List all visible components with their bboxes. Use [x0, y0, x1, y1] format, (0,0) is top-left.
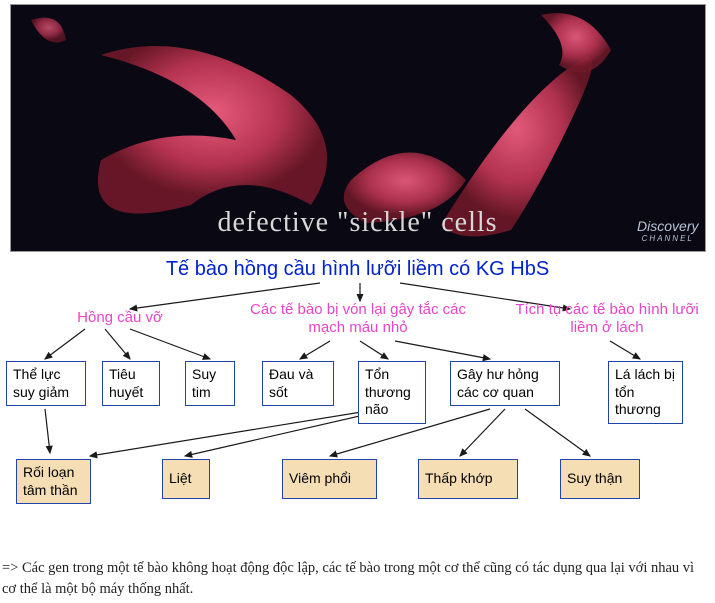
box-la-lach: Lá lách bị tổn thương [608, 361, 683, 424]
box-ton-thuong-nao: Tổn thương não [358, 361, 426, 424]
box-tieu-huyet: Tiêu huyết [102, 361, 160, 406]
diagram-title: Tế bào hồng cầu hình lưỡi liềm có KG HbS [0, 258, 715, 281]
branch-right: Tích tụ các tế bào hình lưỡi liềm ở lách [512, 301, 702, 337]
box-the-luc: Thể lực suy giảm [6, 361, 86, 406]
discovery-logo: Discovery CHANNEL [637, 218, 698, 243]
branch-left: Hồng cầu vỡ [50, 309, 190, 327]
box-suy-than: Suy thận [560, 459, 640, 499]
header-image: defective "sickle" cells Discovery CHANN… [10, 4, 706, 252]
box-roi-loan: Rối loạn tâm thần [16, 459, 91, 504]
box-viem-phoi: Viêm phổi [282, 459, 377, 499]
flowchart: Hồng cầu vỡ Các tế bào bị vón lại gây tắ… [0, 281, 715, 551]
box-hu-hong: Gây hư hỏng các cơ quan [450, 361, 560, 406]
branch-mid: Các tế bào bị vón lại gây tắc các mạch m… [238, 301, 478, 337]
box-liet: Liệt [162, 459, 210, 499]
box-dau-sot: Đau và sốt [262, 361, 334, 406]
image-caption: defective "sickle" cells [217, 207, 497, 239]
logo-subtext: CHANNEL [637, 234, 698, 243]
conclusion-text: => Các gen trong một tế bào không hoạt đ… [2, 558, 711, 602]
box-thap-khop: Thấp khớp [418, 459, 518, 499]
box-suy-tim: Suy tim [185, 361, 235, 406]
logo-text: Discovery [637, 218, 698, 234]
